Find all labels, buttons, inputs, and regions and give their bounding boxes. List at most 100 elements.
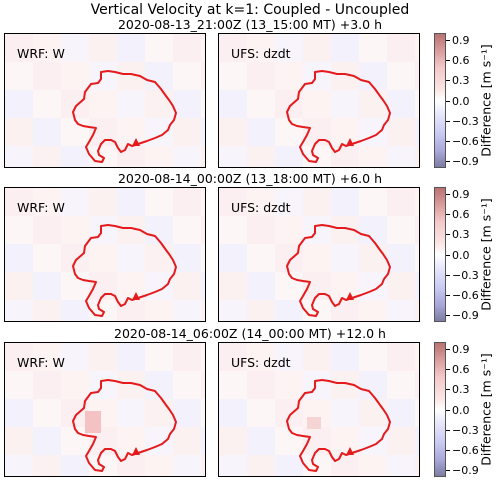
grid-cell <box>173 399 201 427</box>
grid-cell <box>117 427 145 455</box>
panel-r2-wrf: WRF: W <box>4 187 206 322</box>
grid-cell <box>145 90 173 118</box>
grid-cell <box>5 399 33 427</box>
grid-cell <box>5 343 33 371</box>
grid-cell <box>219 244 247 272</box>
colorbar <box>434 33 446 168</box>
grid-cell <box>387 244 415 272</box>
grid-cell <box>331 90 359 118</box>
grid-cell <box>173 427 201 455</box>
panel-r3-ufs-map <box>219 343 419 476</box>
grid-cell <box>303 216 331 244</box>
grid-cell <box>331 118 359 146</box>
colorbar-tickmark <box>446 349 450 350</box>
grid-cell <box>247 90 275 118</box>
grid-cell <box>331 244 359 272</box>
grid-cell <box>61 118 89 146</box>
grid-cell <box>201 62 205 90</box>
grid-cell <box>61 62 89 90</box>
grid-cell <box>387 188 415 216</box>
grid-cell <box>359 300 387 321</box>
colorbar-tickmark <box>446 410 450 411</box>
grid-cell <box>359 146 387 167</box>
panel-r3-ufs-label: UFS: dzdt <box>231 355 291 370</box>
grid-cell <box>415 399 419 427</box>
grid-cell <box>415 371 419 399</box>
grid-cell <box>5 90 33 118</box>
grid-cell <box>89 62 117 90</box>
grid-cell <box>219 399 247 427</box>
grid-cell <box>387 455 415 476</box>
grid-cell <box>331 272 359 300</box>
grid-cell <box>415 244 419 272</box>
grid-cell <box>201 90 205 118</box>
grid-cell <box>61 146 89 167</box>
grid-cell <box>219 146 247 167</box>
grid-cell <box>201 272 205 300</box>
grid-cell <box>33 427 61 455</box>
grid-cell <box>33 455 61 476</box>
grid-cell <box>201 34 205 62</box>
grid-cell <box>359 34 387 62</box>
colorbar-tick-label: 0.3 <box>452 383 470 396</box>
grid-cell <box>201 455 205 476</box>
grid-cell <box>331 399 359 427</box>
outline-marker <box>132 138 140 146</box>
burn-scar-outline <box>286 224 391 317</box>
grid-cell <box>117 188 145 216</box>
grid-cell <box>387 343 415 371</box>
colorbar-tickmark <box>446 295 450 296</box>
grid-cell <box>33 300 61 321</box>
grid-cell <box>173 244 201 272</box>
grid-cell <box>201 343 205 371</box>
grid-cell <box>173 90 201 118</box>
grid-cell <box>5 371 33 399</box>
grid-cell <box>359 188 387 216</box>
grid-cell <box>247 244 275 272</box>
grid-cell <box>415 146 419 167</box>
grid-cell <box>173 146 201 167</box>
grid-cell <box>247 427 275 455</box>
grid-cell <box>247 300 275 321</box>
grid-cell <box>219 300 247 321</box>
grid-cell <box>33 371 61 399</box>
grid-cell <box>247 371 275 399</box>
colorbar-tickmark <box>446 275 450 276</box>
grid-cell <box>5 118 33 146</box>
grid-cell <box>61 300 89 321</box>
colorbar-tick-label: −0.9 <box>452 309 479 322</box>
grid-cell <box>61 272 89 300</box>
colorbar-tickmark <box>446 389 450 390</box>
grid-cell <box>331 300 359 321</box>
grid-cell <box>219 90 247 118</box>
grid-cell <box>247 34 275 62</box>
grid-cell <box>415 455 419 476</box>
grid-cell <box>415 90 419 118</box>
grid-cell <box>247 216 275 244</box>
grid-cell <box>275 427 303 455</box>
grid-cell <box>61 371 89 399</box>
grid-cell <box>117 90 145 118</box>
panel-r2-wrf-map <box>5 188 205 321</box>
burn-scar-outline <box>286 70 391 163</box>
grid-cell <box>303 34 331 62</box>
colorbar-tickmark <box>446 60 450 61</box>
grid-cell <box>117 455 145 476</box>
grid-cell <box>33 343 61 371</box>
panel-r1-wrf-label: WRF: W <box>17 46 65 61</box>
colorbar-tickmark <box>446 141 450 142</box>
grid-cell <box>33 62 61 90</box>
grid-cell <box>145 343 173 371</box>
grid-cell <box>275 343 303 371</box>
colorbar-tickmark <box>446 234 450 235</box>
grid-cell <box>359 399 387 427</box>
grid-cell <box>219 371 247 399</box>
row-1-subtitle: 2020-08-13_21:00Z (13_15:00 MT) +3.0 h <box>117 17 382 32</box>
grid-cell <box>201 188 205 216</box>
grid-cell <box>247 272 275 300</box>
difference-patch <box>85 411 101 433</box>
grid-cell <box>387 118 415 146</box>
panel-r1-ufs-label: UFS: dzdt <box>231 46 291 61</box>
grid-cell <box>387 272 415 300</box>
grid-cell <box>247 455 275 476</box>
